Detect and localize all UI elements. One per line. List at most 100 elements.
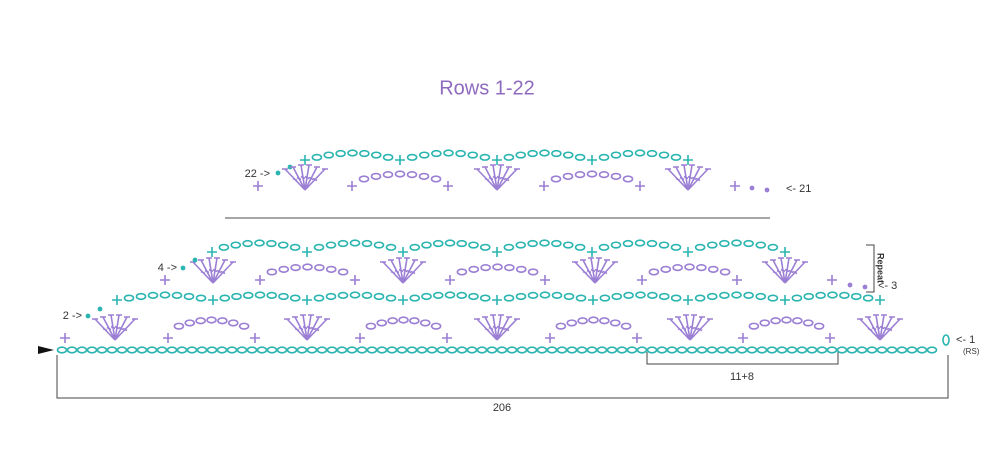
stitch (545, 333, 555, 343)
stitch (443, 181, 453, 191)
brackets (56, 217, 949, 399)
stitch (166, 346, 178, 354)
stitch (278, 292, 289, 301)
stitch (217, 317, 228, 325)
stitch (577, 317, 588, 325)
stitch (476, 346, 488, 354)
stitch (254, 291, 266, 299)
stitch (670, 294, 682, 302)
stitch (136, 346, 148, 354)
stitch (684, 263, 695, 271)
stitch (394, 170, 406, 178)
stitch (192, 257, 198, 263)
stitch (562, 172, 574, 180)
stitch (539, 149, 550, 157)
stitch (230, 241, 242, 249)
stitch (732, 275, 742, 285)
stitch (575, 294, 587, 302)
stitch (503, 294, 515, 302)
stitch (492, 247, 502, 257)
stitch (418, 151, 430, 159)
stitch (587, 247, 597, 257)
stitch (176, 346, 188, 354)
stitch (443, 149, 454, 157)
stitch (266, 346, 278, 354)
stitch (916, 346, 928, 354)
stitch (183, 292, 195, 301)
stitch (337, 268, 349, 276)
stitch (730, 181, 740, 191)
stitch (813, 322, 825, 330)
stitch (706, 241, 718, 249)
stitch (539, 239, 550, 247)
stitch (776, 346, 788, 354)
stitch (406, 153, 418, 161)
stitch (486, 346, 498, 354)
stitch (634, 149, 646, 157)
stitch (706, 346, 718, 354)
stitch (337, 291, 349, 299)
stitch (254, 239, 265, 247)
stitch (373, 241, 385, 249)
stitch (756, 346, 768, 354)
stitch (286, 346, 298, 354)
stitch (857, 314, 903, 341)
stitch (563, 292, 575, 301)
stitch (385, 243, 397, 251)
stitch (610, 241, 622, 249)
stitch (421, 292, 432, 301)
stitch (116, 346, 128, 354)
stitch (277, 241, 289, 249)
stitch (527, 149, 538, 158)
stitch (896, 346, 908, 354)
stitch (574, 243, 586, 251)
stitch (302, 247, 312, 257)
stitch (646, 149, 658, 158)
stitch (361, 239, 373, 248)
stitch (171, 291, 183, 299)
repeat-label: Repeat (876, 253, 886, 283)
stitch (802, 319, 814, 327)
stitch (466, 346, 478, 354)
stitch (406, 171, 418, 179)
stitch (755, 292, 767, 301)
stitch (370, 172, 382, 180)
stitch (186, 346, 198, 354)
stitch (862, 294, 874, 302)
stitch (316, 346, 328, 354)
stitch (446, 346, 458, 354)
stitch (622, 175, 634, 183)
stitch (306, 346, 318, 354)
stitch (527, 268, 539, 276)
stitch (926, 346, 938, 354)
stitch (683, 155, 693, 165)
stitch (566, 319, 578, 327)
stitch (430, 322, 442, 330)
stitch (850, 292, 862, 301)
stitch (632, 333, 642, 343)
stitch (707, 265, 719, 273)
stitch (610, 151, 622, 159)
stitch (767, 243, 779, 251)
stitch (426, 346, 438, 354)
stitch (163, 333, 173, 343)
stitch (385, 294, 397, 302)
stitch (648, 268, 660, 276)
stitch (123, 294, 135, 302)
stitch (539, 181, 549, 191)
stitch (226, 346, 238, 354)
stitch (622, 149, 634, 158)
stitch (242, 291, 254, 299)
stitch (551, 149, 562, 158)
stitch (780, 295, 790, 305)
stitch (126, 346, 138, 354)
stitch (356, 346, 368, 354)
stitch (866, 346, 878, 354)
stitch (847, 282, 853, 288)
stitch (323, 151, 335, 159)
stitch (527, 291, 539, 299)
stitch (382, 153, 394, 161)
stitch (572, 257, 618, 284)
stitch (219, 294, 231, 302)
stitch (676, 346, 688, 354)
